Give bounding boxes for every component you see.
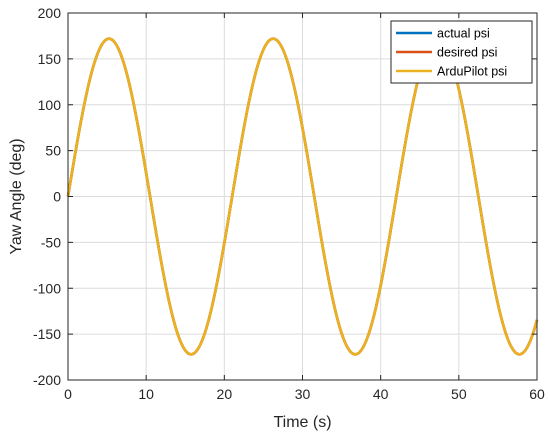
x-tick-label: 40 (373, 386, 389, 402)
legend-label: ArduPilot psi (437, 65, 507, 79)
x-axis-label: Time (s) (273, 414, 331, 431)
x-tick-label: 50 (451, 386, 467, 402)
y-tick-label: -50 (41, 234, 61, 250)
y-tick-label: 200 (38, 5, 62, 21)
tick-labels: 0 10 20 30 40 50 60 -200 -150 -100 -50 0 50 100 150 200 (33, 5, 545, 402)
legend-label: desired psi (437, 46, 497, 60)
y-tick-label: -100 (33, 280, 61, 296)
legend: actual psi desired psi ArduPilot psi (390, 20, 533, 84)
y-tick-label: 0 (53, 189, 61, 205)
y-tick-label: -150 (33, 326, 61, 342)
y-tick-label: -200 (33, 372, 61, 388)
y-tick-label: 100 (38, 97, 62, 113)
series-line-2 (66, 37, 539, 356)
x-tick-label: 20 (217, 386, 233, 402)
legend-label: actual psi (437, 27, 490, 41)
x-tick-label: 0 (64, 386, 72, 402)
x-tick-label: 10 (138, 386, 154, 402)
x-tick-label: 60 (529, 386, 545, 402)
y-tick-label: 50 (45, 143, 61, 159)
y-tick-label: 150 (38, 51, 62, 67)
axes (67, 12, 538, 381)
y-axis-label: Yaw Angle (deg) (8, 138, 25, 254)
series-lines (66, 37, 539, 356)
x-tick-label: 30 (295, 386, 311, 402)
